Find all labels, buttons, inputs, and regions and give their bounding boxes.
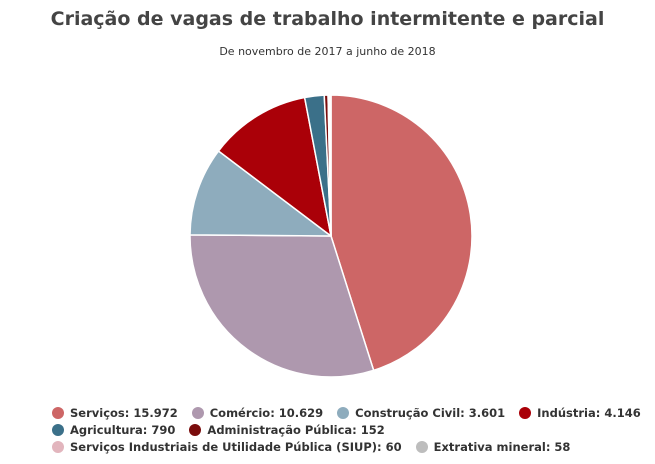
legend-label: Serviços: 15.972 — [70, 405, 178, 420]
legend-label: Construção Civil: 3.601 — [355, 405, 506, 420]
legend-swatch — [519, 406, 532, 419]
legend-row: Serviços Industriais de Utilidade Públic… — [52, 438, 652, 455]
legend-swatch — [191, 406, 204, 419]
legend-swatch — [52, 423, 64, 436]
legend-item-servicos[interactable]: Serviços: 15.972 — [52, 406, 178, 420]
legend-label: Administração Pública: 152 — [207, 422, 385, 437]
legend-item-construcao-civil[interactable]: Construção Civil: 3.601 — [337, 406, 505, 420]
legend-row: Serviços: 15.972 Comércio: 10.629 Constr… — [52, 404, 652, 421]
pie-slice-com-rcio[interactable] — [189, 234, 375, 378]
legend-swatch — [415, 440, 428, 453]
legend-label: Indústria: 4.146 — [537, 405, 641, 420]
chart-subtitle: De novembro de 2017 a junho de 2018 — [219, 45, 436, 58]
legend-label: Comércio: 10.629 — [209, 405, 324, 420]
pie-slice-constru-o-civil[interactable] — [189, 150, 332, 237]
legend-item-administracao-publica[interactable]: Administração Pública: 152 — [189, 422, 385, 437]
legend-label: Agricultura: 790 — [70, 422, 176, 437]
pie-slice-servi-os[interactable] — [330, 94, 473, 372]
legend-row: Agricultura: 790 Administração Pública: … — [52, 421, 652, 438]
chart-title: Criação de vagas de trabalho intermitent… — [50, 8, 605, 30]
legend-label: Extrativa mineral: 58 — [433, 439, 571, 454]
legend-item-extrativa-mineral[interactable]: Extrativa mineral: 58 — [415, 439, 571, 454]
legend-swatch — [52, 406, 64, 419]
legend-swatch — [52, 440, 64, 453]
legend-swatch — [189, 423, 202, 436]
pie-chart — [189, 94, 473, 378]
pie-slice-ind-stria[interactable] — [217, 96, 332, 237]
legend-item-agricultura[interactable]: Agricultura: 790 — [52, 423, 175, 437]
chart-legend: Serviços: 15.972 Comércio: 10.629 Constr… — [52, 404, 652, 455]
pie-slice-extrativa-mineral[interactable] — [328, 94, 332, 237]
legend-item-industria[interactable]: Indústria: 4.146 — [519, 406, 641, 420]
legend-item-siup[interactable]: Serviços Industriais de Utilidade Públic… — [52, 440, 402, 454]
legend-swatch — [337, 406, 350, 419]
legend-label: Serviços Industriais de Utilidade Públic… — [70, 439, 402, 454]
legend-item-comercio[interactable]: Comércio: 10.629 — [191, 405, 324, 420]
